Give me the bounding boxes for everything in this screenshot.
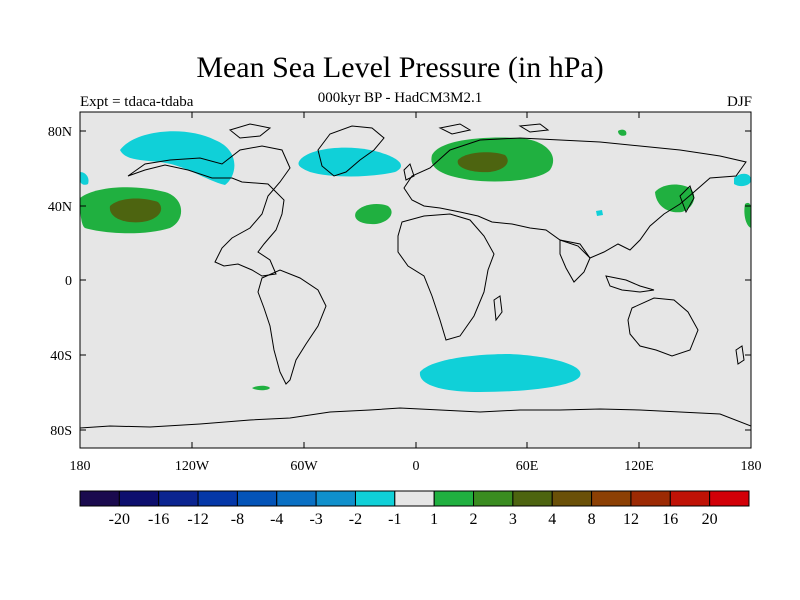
longitude-ticks: [79, 112, 752, 448]
lon-label-60e: 60E: [516, 459, 539, 474]
colorbar-tick-label: -16: [148, 511, 169, 528]
colorbar-box: [551, 490, 593, 507]
colorbar-box: [354, 490, 396, 507]
lon-label-180-left: 180: [70, 459, 91, 474]
lon-label-120w: 120W: [175, 459, 210, 474]
colorbar-box: [276, 490, 317, 507]
coastline-india: [559, 239, 591, 283]
anomaly-region-pacific-negative-west: [80, 172, 89, 185]
colorbar-box: [315, 490, 356, 507]
lat-label-80s: 80S: [50, 424, 72, 439]
coastline-new-zealand: [735, 345, 745, 365]
colorbar-box: [79, 490, 120, 507]
colorbar-tick-label: -12: [187, 511, 208, 528]
colorbar-tick-label: 8: [588, 511, 596, 528]
colorbar-box: [433, 490, 475, 507]
lon-label-180-right: 180: [741, 459, 762, 474]
coastline-eurasia: [403, 137, 747, 259]
colorbar-tick-label: -4: [270, 511, 283, 528]
lon-label-60w: 60W: [290, 459, 318, 474]
colorbar-box: [630, 490, 671, 507]
anomaly-region-south-america-positive: [252, 385, 270, 391]
coastlines: [80, 123, 751, 429]
colorbar-box: [197, 490, 238, 507]
latitude-ticks: [80, 130, 751, 431]
coastline-australia: [627, 297, 699, 357]
colorbar-box: [669, 490, 711, 507]
colorbar-box: [236, 490, 278, 507]
lat-label-80n: 80N: [48, 125, 72, 140]
colorbar-tick-label: -1: [388, 511, 401, 528]
colorbar-box: [158, 490, 199, 507]
coastline-north-america: [127, 145, 291, 277]
lon-label-0: 0: [413, 459, 420, 474]
anomaly-region-arctic-positive: [618, 129, 627, 136]
colorbar-tick-label: 2: [470, 511, 478, 528]
colorbar-box: [591, 490, 632, 507]
colorbar-tick-label: 16: [662, 511, 678, 528]
colorbar-tick-label: 12: [623, 511, 639, 528]
coastline-uk: [403, 163, 415, 181]
anomaly-region-southern-ocean-negative: [419, 354, 581, 392]
coastline-africa: [397, 213, 495, 341]
anomaly-region-iceland-negative: [298, 147, 401, 177]
colorbar-tick-label: -8: [231, 511, 244, 528]
anomaly-region-north-atlantic-negative: [120, 131, 235, 185]
chart-subtitle: 000kyr BP - HadCM3M2.1: [317, 90, 483, 106]
colorbar-box: [709, 490, 750, 507]
colorbar-box: [118, 490, 160, 507]
colorbar-tick-label: 20: [702, 511, 718, 528]
colorbar-tick-label: 4: [548, 511, 556, 528]
colorbar-labels: -20 -16 -12 -8 -4 -3 -2 -1 1 2 3 4 8 12 16 20: [109, 511, 718, 528]
coastline-antarctica: [80, 407, 751, 429]
anomaly-core-siberia-positive: [457, 152, 508, 173]
coastline-madagascar: [493, 295, 503, 322]
anomaly-region-small-negative: [596, 210, 603, 216]
colorbar-tick-label: 3: [509, 511, 517, 528]
colorbar-tick-label: -2: [349, 511, 362, 528]
chart-title: Mean Sea Level Pressure (in hPa): [196, 51, 604, 84]
anomaly-region-pacific-negative-east: [734, 173, 751, 187]
season-label: DJF: [726, 94, 752, 110]
coastline-indonesia: [605, 275, 655, 293]
colorbar-box: [473, 490, 514, 507]
lat-label-40s: 40S: [50, 349, 72, 364]
coastline-south-america: [257, 269, 327, 385]
colorbar-tick-label: -20: [109, 511, 130, 528]
anomaly-core-pacific-positive: [109, 198, 162, 223]
lon-label-120e: 120E: [624, 459, 654, 474]
colorbar-tick-label: -3: [309, 511, 322, 528]
experiment-label: Expt = tdaca-tdaba: [80, 94, 194, 110]
anomaly-region-pacific-positive-east: [744, 202, 751, 228]
lat-label-0: 0: [65, 274, 72, 289]
colorbar-box: [512, 490, 553, 507]
coastline-japan: [679, 185, 695, 214]
lat-label-40n: 40N: [48, 200, 72, 215]
colorbar: [79, 490, 750, 507]
coastline-greenland: [317, 125, 385, 177]
colorbar-tick-label: 1: [430, 511, 438, 528]
colorbar-box: [394, 490, 435, 507]
anomaly-region-atlantic-positive: [355, 204, 392, 225]
coastline-arctic-islands: [228, 123, 550, 139]
anomaly-fields: [80, 129, 751, 392]
